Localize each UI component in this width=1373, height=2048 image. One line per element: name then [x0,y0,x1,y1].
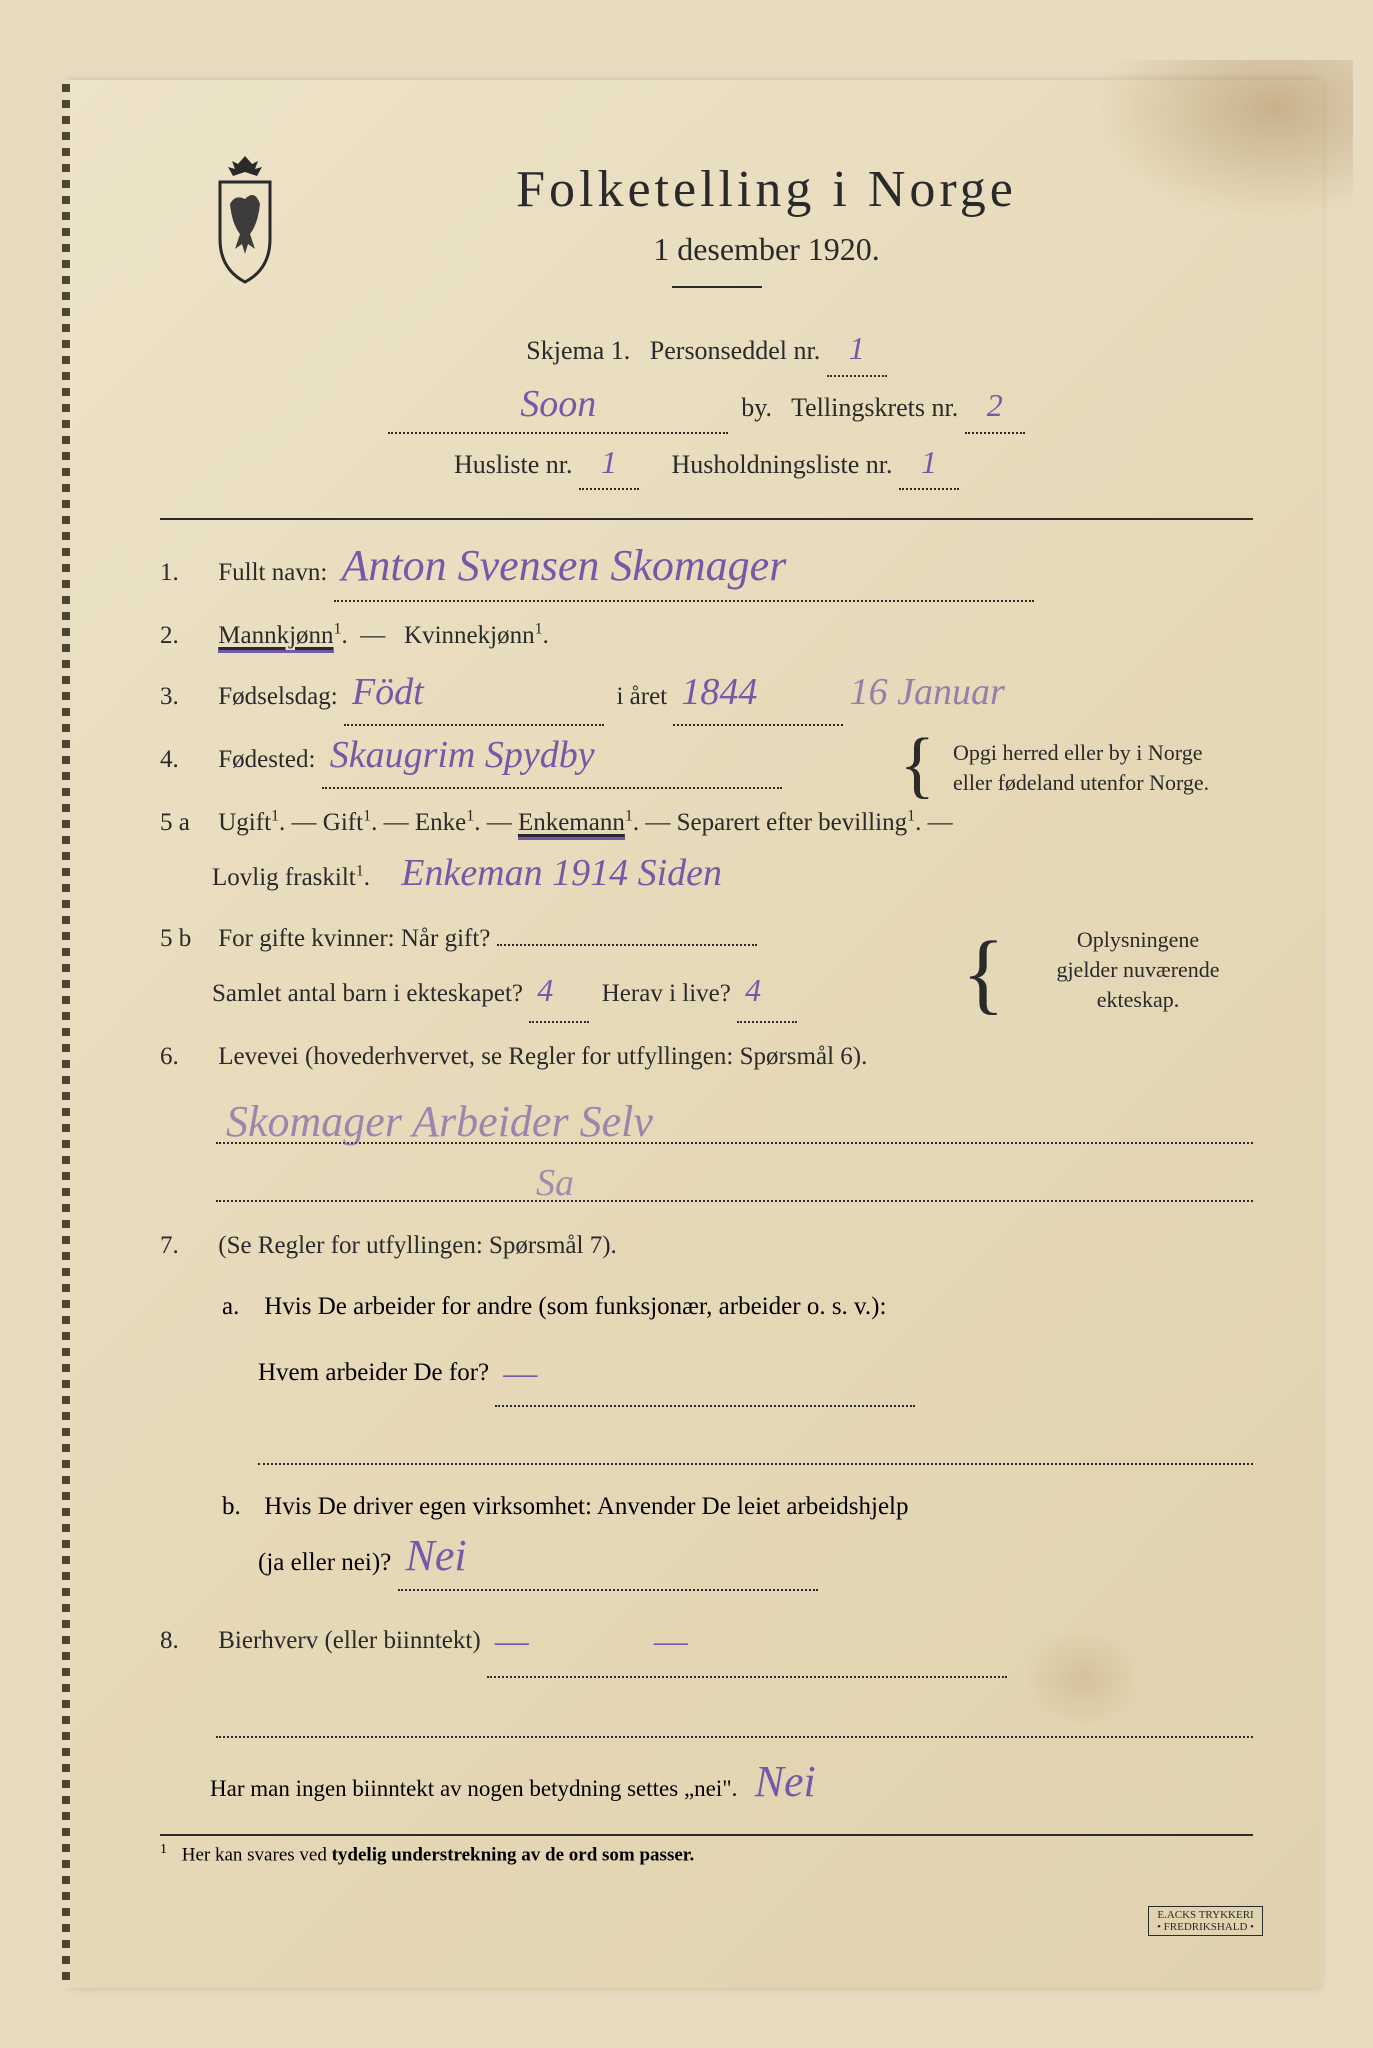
section-divider [160,518,1253,520]
q3-row: 3. Fødselsdag: Födt i året 1844 16 Janua… [160,669,1253,726]
q4-label: Fødested: [218,746,315,773]
q2-row: 2. Mannkjønn1. — Kvinnekjønn1. [160,608,1253,663]
q8-line2 [216,1684,1253,1738]
hushold-label: Husholdningsliste nr. [671,450,892,479]
q5b-aside: Oplysningene gjelder nuværende ekteskap. [1023,925,1253,1014]
q7b-sub: (ja eller nei)? [258,1549,391,1576]
q3-num: 3. [160,669,212,724]
q6-num: 6. [160,1029,212,1084]
q5a-separert: Separert efter bevilling [677,809,907,836]
printer-mark: E.ACKS TRYKKERI • FREDRIKSHALD • [1148,1906,1263,1936]
q6-row: 6. Levevei (hovederhvervet, se Regler fo… [160,1029,1253,1084]
q7b-label: Hvis De driver egen virksomhet: Anvender… [264,1493,908,1520]
krets-nr-field: 2 [965,385,1025,434]
q3-year-field: 1844 [673,669,843,726]
q5b-gift-field [497,944,757,946]
q3-day-field: Födt [344,669,604,726]
q7a-letter: a. [222,1281,258,1334]
q7a: a. Hvis De arbeider for andre (som funks… [222,1281,1253,1407]
q7b-letter: b. [222,1481,258,1534]
hushold-nr-field: 1 [899,442,959,491]
q3-suffix: 16 Januar [850,671,1005,713]
q5b-num: 5 b [160,911,212,966]
q5b-row: 5 b For gifte kvinner: Når gift? { Oplys… [160,911,1253,1023]
by-label: by. [741,393,772,422]
norway-coat-of-arms-icon [200,154,290,284]
q5b-l1: For gifte kvinner: Når gift? [218,925,490,952]
q1-row: 1. Fullt navn: Anton Svensen Skomager [160,544,1253,602]
q5b-alive-field: 4 [737,966,797,1023]
q7a-line2 [258,1411,1253,1465]
bottom-note: Har man ingen biinntekt av nogen betydni… [210,1760,1253,1804]
q4-aside: Opgi herred eller by i Norge eller fødel… [953,738,1253,797]
q5a-ugift: Ugift [218,809,271,836]
q5a-note: Enkeman 1914 Siden [401,852,722,894]
q2-female: Kvinnekjønn [404,622,535,649]
q6-line2: Sa [216,1148,1253,1202]
q4-num: 4. [160,732,212,787]
q5a-num: 5 a [160,795,212,850]
q5b-children-field: 4 [529,966,589,1023]
census-form-page: Folketelling i Norge 1 desember 1920. Sk… [70,80,1323,1988]
by-field: Soon [388,385,728,434]
person-label: Personseddel nr. [650,336,820,365]
footnote: 1 Her kan svares ved tydelig understrekn… [160,1834,1253,1866]
q5b-l2b: Herav i live? [602,980,731,1007]
q5a-enkemann: Enkemann [518,809,625,840]
q5a-gift: Gift [323,809,363,836]
footnote-bold: tydelig understrekning av de ord som pas… [332,1844,695,1865]
q6-label: Levevei (hovederhvervet, se Regler for u… [218,1043,867,1070]
q8-field: — — [487,1601,1007,1678]
q7a-sub: Hvem arbeider De for? [258,1359,489,1386]
q5a-row: 5 a Ugift1. — Gift1. — Enke1. — Enkemann… [160,795,1253,905]
husliste-nr-field: 1 [579,442,639,491]
q8-row: 8. Bierhverv (eller biinntekt) — — [160,1601,1253,1678]
q5a-enke: Enke [415,809,466,836]
q8-num: 8. [160,1613,212,1668]
form-date: 1 desember 1920. [280,231,1253,268]
form-meta: Skjema 1. Personseddel nr. 1 Soon by. Te… [160,328,1253,490]
q7-row: 7. (Se Regler for utfyllingen: Spørsmål … [160,1218,1253,1273]
husliste-label: Husliste nr. [454,450,572,479]
q6-line1: Skomager Arbeider Selv [216,1090,1253,1144]
brace-icon: { [899,728,935,802]
q5a-fraskilt: Lovlig fraskilt [212,864,356,891]
q8-label: Bierhverv (eller biinntekt) [218,1627,480,1654]
krets-label: Tellingskrets nr. [791,393,958,422]
q3-label: Fødselsdag: [218,683,337,710]
q5b-l2a: Samlet antal barn i ekteskapet? [212,980,523,1007]
q7b-field: Nei [398,1534,818,1592]
bottom-note-val: Nei [755,1757,816,1806]
brace-icon: { [962,929,1005,1019]
skjema-label: Skjema 1. [526,336,630,365]
q1-label: Fullt navn: [218,559,327,586]
q2-num: 2. [160,608,212,663]
q7a-field: — [495,1334,915,1407]
q1-value-field: Anton Svensen Skomager [334,544,1034,602]
q3-mid: i året [616,683,667,710]
q7a-label: Hvis De arbeider for andre (som funksjon… [264,1293,886,1320]
footnote-num: 1 [160,1842,167,1857]
q7b: b. Hvis De driver egen virksomhet: Anven… [222,1481,1253,1591]
form-header: Folketelling i Norge 1 desember 1920. [160,160,1253,288]
q2-male: Mannkjønn [218,622,333,653]
form-title: Folketelling i Norge [280,160,1253,219]
q7-num: 7. [160,1218,212,1273]
q4-row: 4. Fødested: Skaugrim Spydby { Opgi herr… [160,732,1253,789]
bottom-note-text: Har man ingen biinntekt av nogen betydni… [210,1776,737,1801]
person-nr-field: 1 [827,328,887,377]
q4-value-field: Skaugrim Spydby [322,732,782,789]
q1-num: 1. [160,545,212,600]
q7-label: (Se Regler for utfyllingen: Spørsmål 7). [218,1232,617,1259]
title-underline [672,286,762,288]
footnote-text: Her kan svares ved [182,1844,332,1865]
